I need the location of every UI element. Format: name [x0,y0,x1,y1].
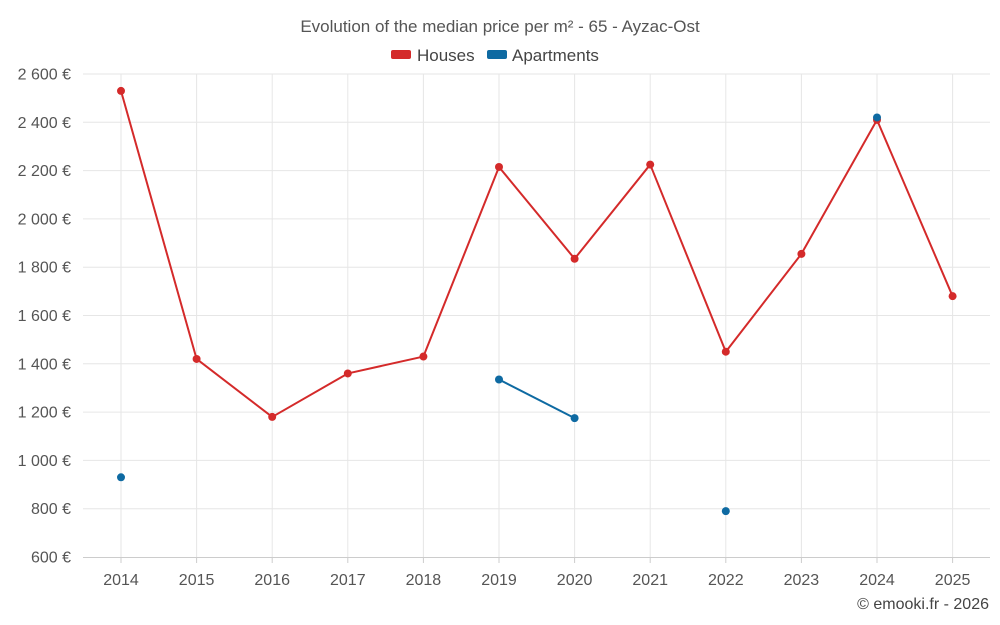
apartments-point[interactable] [570,414,579,423]
y-gridlines [83,73,990,510]
apartments-point[interactable] [721,507,730,516]
apartments-point[interactable] [117,473,125,482]
y-tick-label: 2 400 € [18,115,71,132]
y-tick-label: 2 600 € [18,67,71,84]
chart-title: Evolution of the median price per m² - 6… [300,17,700,36]
series-apartments [117,113,881,516]
x-tick-label: 2022 [708,572,744,589]
legend-swatch-apartments [487,50,507,59]
x-tick-label: 2014 [103,572,139,589]
x-tick-label: 2025 [935,572,971,589]
legend: Houses Apartments [391,46,599,65]
y-tick-label: 2 200 € [18,163,71,180]
x-tick-label: 2019 [481,572,517,589]
houses-point[interactable] [948,292,957,301]
houses-point[interactable] [646,160,655,169]
credit-text: © emooki.fr - 2026 [857,596,989,613]
x-tick-label: 2016 [254,572,290,589]
y-tick-label: 1 200 € [18,405,71,422]
houses-point[interactable] [268,412,277,421]
legend-label-houses: Houses [417,46,475,65]
houses-point[interactable] [192,354,201,363]
legend-label-apartments: Apartments [512,46,599,65]
y-tick-label: 1 800 € [18,260,71,277]
legend-swatch-houses [391,50,411,59]
legend-item-apartments[interactable]: Apartments [487,46,599,65]
x-gridlines [120,74,954,557]
y-tick-label: 1 400 € [18,356,71,373]
houses-point[interactable] [117,86,125,95]
apartments-point[interactable] [495,375,503,384]
series-houses [117,86,957,421]
legend-item-houses[interactable]: Houses [391,46,475,65]
y-tick-label: 1 600 € [18,308,71,325]
houses-point[interactable] [343,369,352,378]
houses-line [120,90,954,418]
x-tick-label: 2024 [859,572,895,589]
houses-point[interactable] [721,347,730,356]
y-tick-label: 1 000 € [18,453,71,470]
houses-point[interactable] [797,249,806,258]
x-axis-ticks: 2014 2015 2016 2017 2018 2019 2020 2021 2022 2023… [103,557,970,589]
y-axis-ticks: 600 € 800 € 1 000 € 1 200 € 1 400 € 1 600 € 1 … [18,67,71,567]
x-tick-label: 2021 [632,572,668,589]
houses-point[interactable] [419,352,428,361]
x-tick-label: 2020 [557,572,593,589]
houses-point[interactable] [570,254,579,263]
x-tick-label: 2015 [179,572,215,589]
y-tick-label: 600 € [31,550,71,567]
x-tick-label: 2018 [406,572,442,589]
y-tick-label: 2 000 € [18,211,71,228]
houses-point[interactable] [495,162,503,171]
apartments-point[interactable] [873,113,881,122]
x-tick-label: 2017 [330,572,366,589]
x-tick-label: 2023 [784,572,820,589]
apartments-line [498,378,576,420]
y-tick-label: 800 € [31,501,71,518]
